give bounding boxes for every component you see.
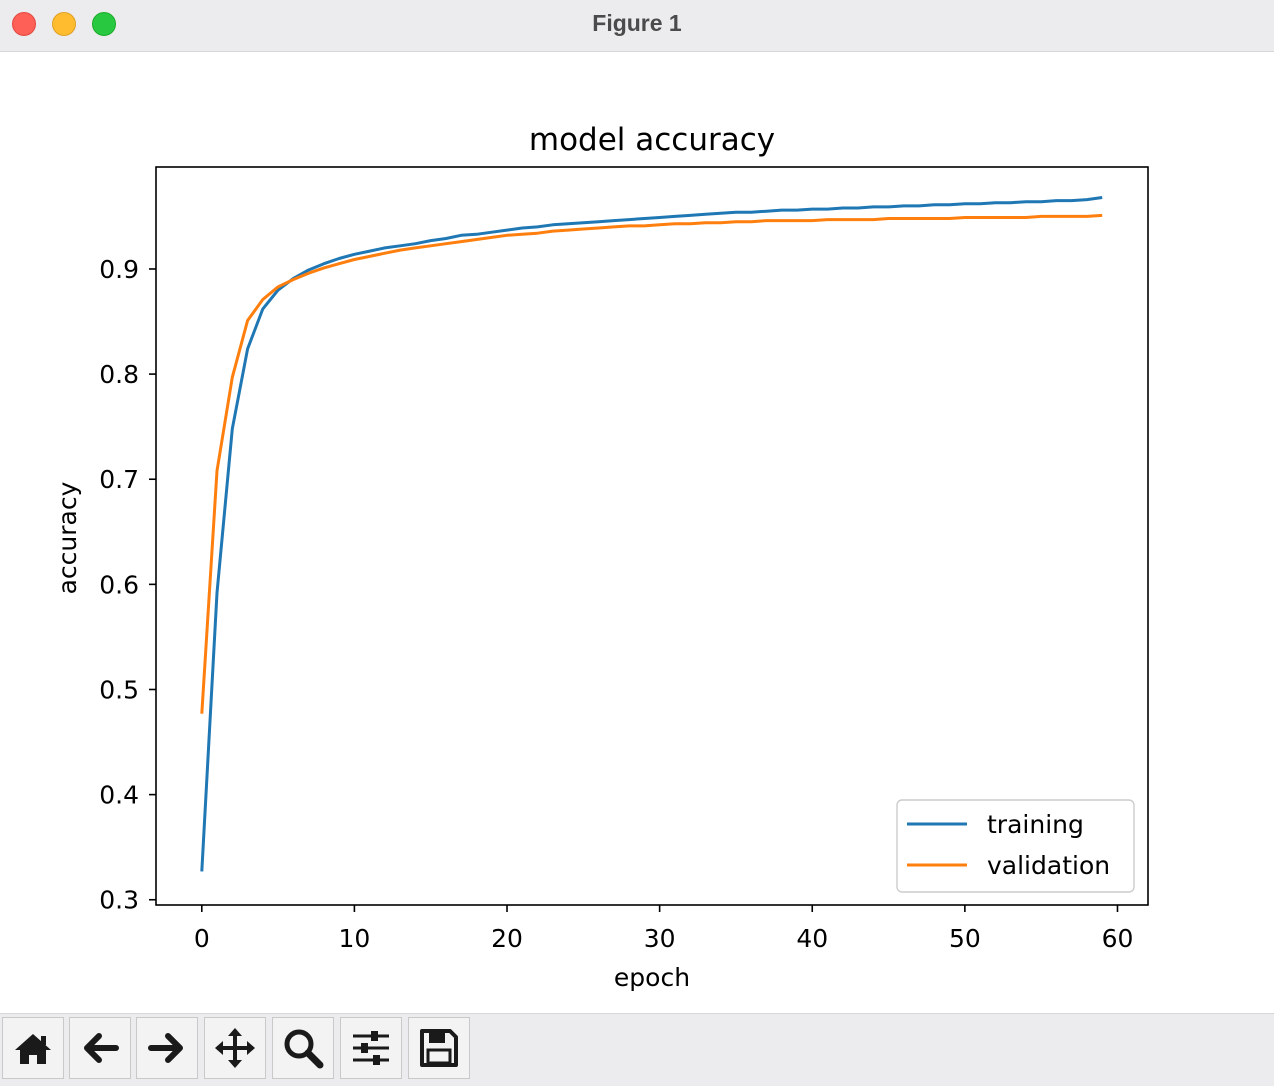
back-arrow-icon bbox=[84, 1033, 119, 1063]
x-tick-label: 40 bbox=[796, 924, 828, 953]
plot-series bbox=[200, 196, 1103, 872]
window-title: Figure 1 bbox=[592, 10, 682, 36]
y-tick-label: 0.4 bbox=[99, 781, 139, 810]
y-tick-label: 0.9 bbox=[99, 255, 139, 284]
configure-subplots-button[interactable] bbox=[340, 1017, 402, 1079]
y-tick-label: 0.3 bbox=[99, 886, 139, 915]
configure-sliders-icon bbox=[353, 1031, 389, 1065]
minimize-window-button[interactable] bbox=[52, 12, 76, 36]
forward-arrow-icon bbox=[148, 1033, 183, 1063]
figure-canvas: model accuracy 0.3 0.4 0.5 0.6 0.7 0.8 0.9 0 10… bbox=[0, 53, 1274, 1013]
legend: training validation bbox=[896, 799, 1135, 893]
home-button[interactable] bbox=[2, 1017, 64, 1079]
axes-frame bbox=[155, 166, 1149, 906]
save-floppy-icon bbox=[420, 1029, 458, 1067]
legend-label-validation: validation bbox=[987, 851, 1110, 880]
y-tick-label: 0.5 bbox=[99, 675, 139, 704]
y-axis-label: accuracy bbox=[53, 481, 82, 594]
series-line-validation bbox=[200, 213, 1103, 714]
y-tick-label: 0.6 bbox=[99, 570, 139, 599]
forward-button[interactable] bbox=[136, 1017, 198, 1079]
y-tick-label: 0.7 bbox=[99, 465, 139, 494]
legend-label-training: training bbox=[987, 810, 1084, 839]
back-button[interactable] bbox=[69, 1017, 131, 1079]
home-icon bbox=[15, 1034, 51, 1064]
x-tick-label: 50 bbox=[949, 924, 981, 953]
zoom-button[interactable] bbox=[272, 1017, 334, 1079]
window-titlebar: Figure 1 bbox=[0, 0, 1274, 52]
x-axis-ticks: 0 10 20 30 40 50 60 bbox=[194, 905, 1134, 953]
y-axis-ticks: 0.3 0.4 0.5 0.6 0.7 0.8 0.9 bbox=[99, 255, 156, 915]
save-button[interactable] bbox=[408, 1017, 470, 1079]
pan-move-icon bbox=[215, 1028, 255, 1068]
close-window-button[interactable] bbox=[12, 12, 36, 36]
maximize-window-button[interactable] bbox=[92, 12, 116, 36]
x-tick-label: 20 bbox=[491, 924, 523, 953]
x-tick-label: 60 bbox=[1102, 924, 1134, 953]
series-line-training bbox=[200, 196, 1103, 872]
y-tick-label: 0.8 bbox=[99, 360, 139, 389]
x-tick-label: 0 bbox=[194, 924, 210, 953]
x-tick-label: 10 bbox=[338, 924, 370, 953]
navigation-toolbar bbox=[0, 1013, 1274, 1086]
chart-title: model accuracy bbox=[529, 122, 775, 158]
pan-button[interactable] bbox=[204, 1017, 266, 1079]
chart: model accuracy 0.3 0.4 0.5 0.6 0.7 0.8 0.9 0 10… bbox=[53, 122, 1149, 992]
x-axis-label: epoch bbox=[614, 963, 690, 992]
x-tick-label: 30 bbox=[644, 924, 676, 953]
zoom-magnifier-icon bbox=[284, 1029, 324, 1069]
